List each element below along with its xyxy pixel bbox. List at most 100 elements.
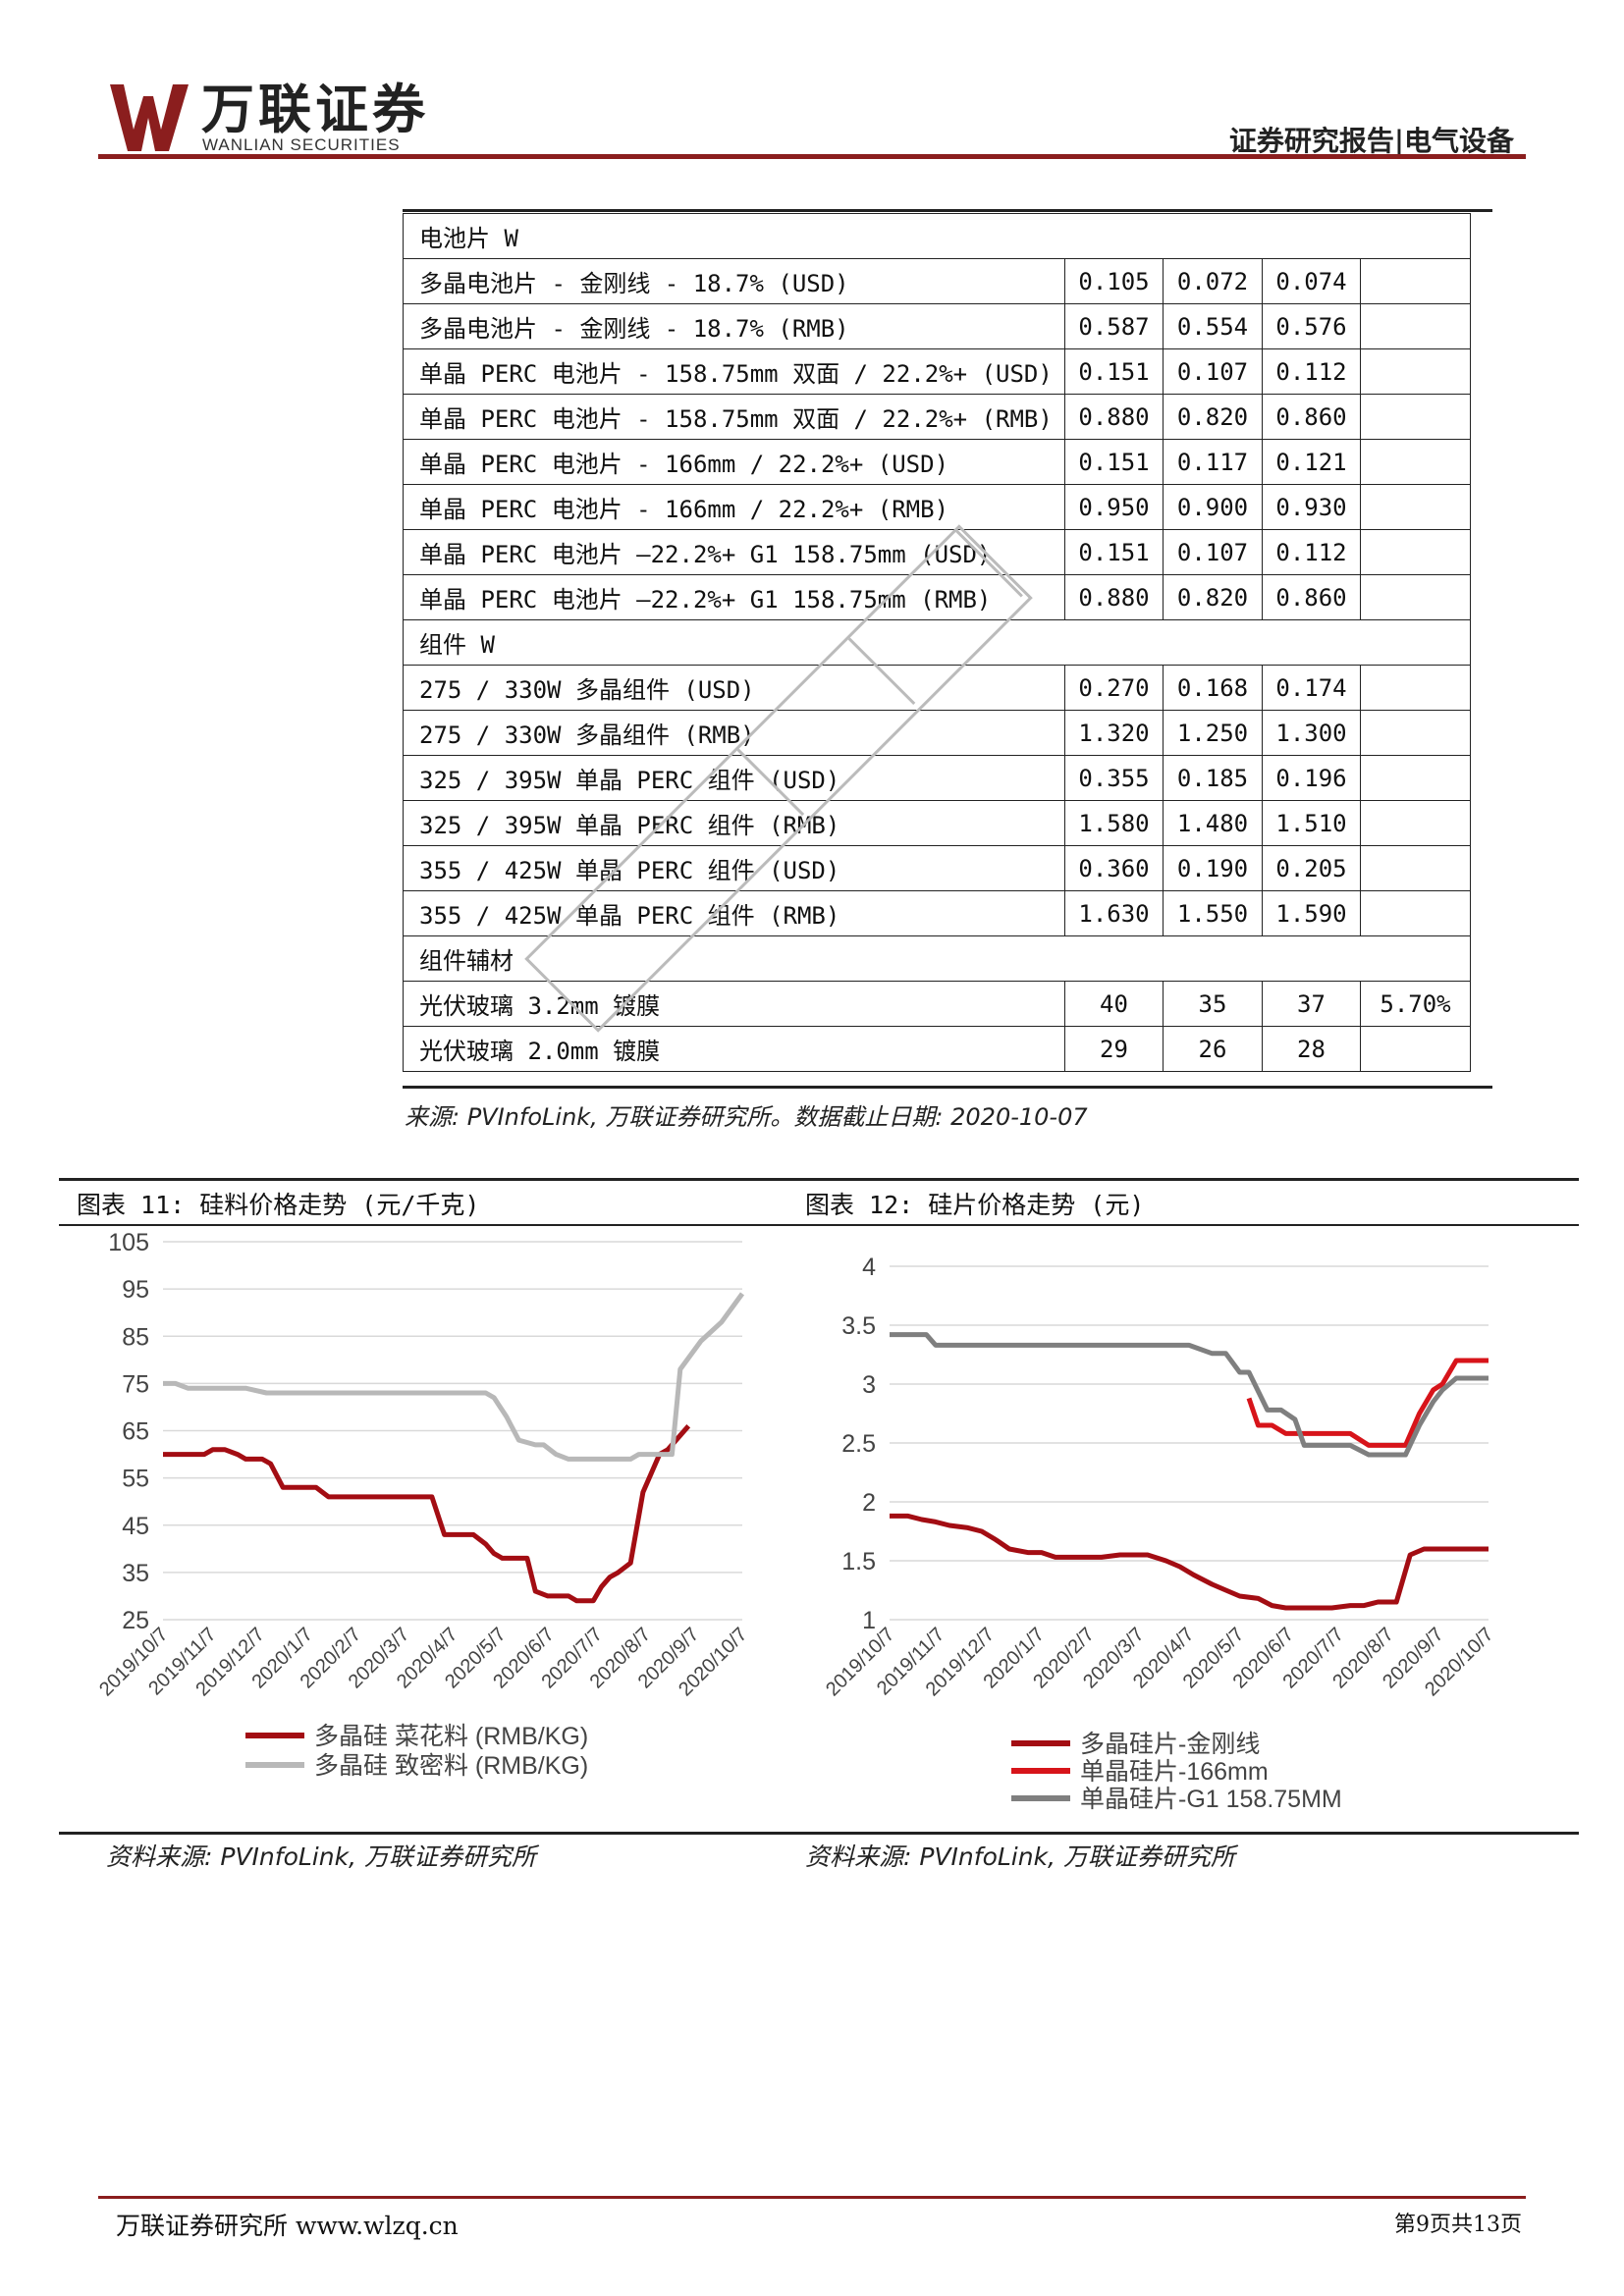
footer-divider <box>98 2196 1526 2199</box>
row-value-v2: 0.820 <box>1163 574 1263 620</box>
row-value-v1: 1.580 <box>1064 800 1164 846</box>
row-value-v4 <box>1359 800 1472 846</box>
figure-12-title: 图表 12: 硅片价格走势 (元) <box>805 1191 1145 1219</box>
row-value-v4 <box>1359 574 1472 620</box>
row-value-v3: 0.860 <box>1262 574 1361 620</box>
legend-label: 多晶硅片-金刚线 <box>1080 1731 1260 1758</box>
row-value-v4 <box>1359 348 1472 395</box>
series-line-2 <box>890 1332 1489 1458</box>
table-row: 多晶电池片 - 金刚线 - 18.7% (RMB) 0.587 0.554 0.576 <box>403 303 1472 349</box>
row-value-v2: 1.250 <box>1163 710 1263 756</box>
row-value-v3: 1.590 <box>1262 890 1361 936</box>
row-label: 275 / 330W 多晶组件 (RMB) <box>403 710 1065 756</box>
row-value-v4 <box>1359 665 1472 711</box>
figure-title-rule <box>59 1224 1579 1226</box>
y-tick-label: 25 <box>122 1607 149 1634</box>
row-label: 325 / 395W 单晶 PERC 组件 (USD) <box>403 755 1065 801</box>
wafer-price-chart: 43.532.521.512019/10/72019/11/72019/12/7… <box>822 1254 1497 1813</box>
table-row: 单晶 PERC 电池片 - 158.75mm 双面 / 22.2%+ (RMB)… <box>403 394 1472 440</box>
row-value-v4 <box>1359 1026 1472 1072</box>
row-value-v2: 0.072 <box>1163 258 1263 304</box>
figure-top-rule <box>59 1178 1579 1181</box>
row-value-v3: 0.860 <box>1262 394 1361 440</box>
row-value-v3: 37 <box>1262 981 1361 1027</box>
series-line-1 <box>163 1292 745 1462</box>
legend-label: 单晶硅片-166mm <box>1080 1758 1269 1786</box>
y-tick-label: 4 <box>862 1254 876 1281</box>
table-row: 355 / 425W 单晶 PERC 组件 (USD) 0.360 0.190 0.2… <box>403 845 1472 891</box>
table-row: 单晶 PERC 电池片 - 166mm / 22.2%+ (USD) 0.151 0… <box>403 439 1472 485</box>
row-value-v3: 0.121 <box>1262 439 1361 485</box>
legend-label: 多晶硅 菜花料 (RMB/KG) <box>314 1723 588 1750</box>
y-tick-label: 55 <box>122 1466 149 1493</box>
row-value-v1: 0.880 <box>1064 574 1164 620</box>
row-value-v2: 0.117 <box>1163 439 1263 485</box>
row-label: 单晶 PERC 电池片 - 166mm / 22.2%+ (USD) <box>403 439 1065 485</box>
row-value-v3: 0.174 <box>1262 665 1361 711</box>
y-tick-label: 45 <box>122 1513 149 1540</box>
table-source-note: 来源: PVInfoLink, 万联证券研究所。数据截止日期: 2020-10-… <box>405 1103 1088 1131</box>
row-value-v3: 0.205 <box>1262 845 1361 891</box>
row-value-v1: 0.151 <box>1064 439 1164 485</box>
row-value-v2: 0.185 <box>1163 755 1263 801</box>
report-category: 证券研究报告|电气设备 <box>1228 125 1514 157</box>
row-label: 光伏玻璃 3.2mm 镀膜 <box>403 981 1065 1027</box>
header-divider <box>98 154 1526 159</box>
figure-bottom-rule <box>59 1832 1579 1835</box>
row-value-v1: 0.151 <box>1064 529 1164 575</box>
figure-11-source: 资料来源: PVInfoLink, 万联证券研究所 <box>106 1842 536 1871</box>
row-value-v4 <box>1359 439 1472 485</box>
row-value-v4: 5.70% <box>1359 981 1472 1027</box>
y-tick-label: 35 <box>122 1560 149 1587</box>
row-label: 单晶 PERC 电池片 - 166mm / 22.2%+ (RMB) <box>403 484 1065 530</box>
series-line-0 <box>163 1424 691 1604</box>
row-label: 单晶 PERC 电池片 - 158.75mm 双面 / 22.2%+ (USD) <box>403 348 1065 395</box>
row-value-v1: 1.320 <box>1064 710 1164 756</box>
table-row: 单晶 PERC 电池片 - 158.75mm 双面 / 22.2%+ (USD)… <box>403 348 1472 395</box>
row-value-v3: 0.196 <box>1262 755 1361 801</box>
row-value-v4 <box>1359 845 1472 891</box>
price-table: 电池片 W 多晶电池片 - 金刚线 - 18.7% (USD) 0.105 0.072… <box>402 213 1472 1072</box>
y-tick-label: 3.5 <box>841 1312 876 1340</box>
y-tick-label: 2.5 <box>841 1430 876 1458</box>
section-label: 电池片 W <box>402 213 1472 259</box>
series-line-1 <box>1246 1358 1489 1448</box>
y-tick-label: 95 <box>122 1276 149 1304</box>
row-value-v2: 0.168 <box>1163 665 1263 711</box>
row-value-v3: 0.112 <box>1262 348 1361 395</box>
row-value-v3: 1.510 <box>1262 800 1361 846</box>
series-line-0 <box>890 1513 1489 1611</box>
y-tick-label: 65 <box>122 1418 149 1446</box>
row-label: 多晶电池片 - 金刚线 - 18.7% (RMB) <box>403 303 1065 349</box>
row-label: 355 / 425W 单晶 PERC 组件 (RMB) <box>403 890 1065 936</box>
row-value-v4 <box>1359 484 1472 530</box>
table-row: 325 / 395W 单晶 PERC 组件 (USD) 0.355 0.185 0.1… <box>403 755 1472 801</box>
logo-english-name: WANLIAN SECURITIES <box>202 135 401 154</box>
table-bottom-rule <box>403 1086 1492 1089</box>
row-label: 355 / 425W 单晶 PERC 组件 (USD) <box>403 845 1065 891</box>
table-section-row: 电池片 W <box>402 213 1472 259</box>
table-row: 光伏玻璃 2.0mm 镀膜 29 26 28 <box>403 1026 1472 1072</box>
table-row: 275 / 330W 多晶组件 (RMB) 1.320 1.250 1.300 <box>403 710 1472 756</box>
row-label: 单晶 PERC 电池片 –22.2%+ G1 158.75mm (USD) <box>403 529 1065 575</box>
y-tick-label: 3 <box>862 1371 876 1399</box>
table-top-rule <box>403 209 1492 212</box>
row-value-v1: 0.950 <box>1064 484 1164 530</box>
logo-chinese-name: 万联证券 <box>201 79 429 140</box>
footer-institute: 万联证券研究所 www.wlzq.cn <box>116 2212 459 2240</box>
row-value-v1: 0.151 <box>1064 348 1164 395</box>
figure-11-title: 图表 11: 硅料价格走势 (元/千克) <box>77 1191 480 1219</box>
table-row: 单晶 PERC 电池片 –22.2%+ G1 158.75mm (USD) 0.1… <box>403 529 1472 575</box>
row-value-v2: 0.107 <box>1163 348 1263 395</box>
row-value-v2: 0.554 <box>1163 303 1263 349</box>
page-number: 第9页共13页 <box>1394 2213 1522 2237</box>
row-value-v4 <box>1359 258 1472 304</box>
row-value-v2: 0.820 <box>1163 394 1263 440</box>
row-label: 325 / 395W 单晶 PERC 组件 (RMB) <box>403 800 1065 846</box>
row-value-v4 <box>1359 303 1472 349</box>
row-value-v4 <box>1359 710 1472 756</box>
row-value-v1: 0.270 <box>1064 665 1164 711</box>
row-value-v2: 1.480 <box>1163 800 1263 846</box>
row-value-v1: 29 <box>1064 1026 1164 1072</box>
y-tick-label: 2 <box>862 1489 876 1517</box>
